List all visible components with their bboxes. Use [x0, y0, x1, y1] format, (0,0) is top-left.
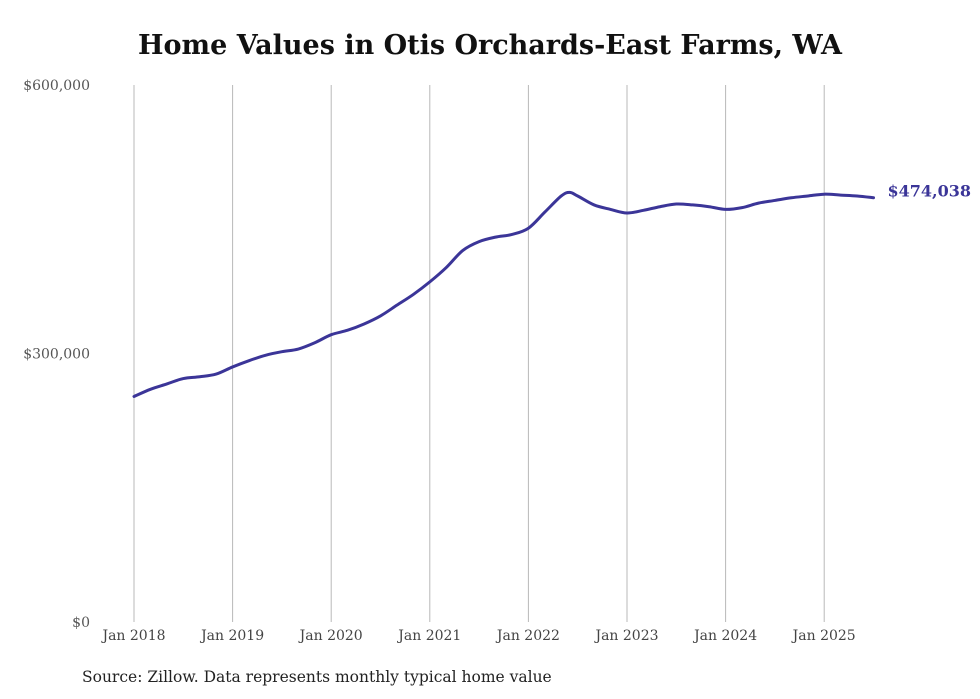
y-axis-ticks: $0 $300,000 $600,000	[23, 78, 90, 631]
x-tick-label: Jan 2021	[396, 628, 461, 644]
source-note: Source: Zillow. Data represents monthly …	[82, 668, 552, 686]
x-axis-ticks: Jan 2018 Jan 2019 Jan 2020 Jan 2021 Jan 2022…	[100, 628, 855, 644]
series-layer	[132, 190, 875, 398]
x-tick-label: Jan 2020	[298, 628, 363, 644]
x-tick-label: Jan 2018	[100, 628, 165, 644]
y-tick-label: $300,000	[23, 347, 90, 363]
x-tick-label: Jan 2019	[199, 628, 264, 644]
chart-title: Home Values in Otis Orchards-East Farms,…	[138, 30, 842, 61]
x-tick-label: Jan 2025	[791, 628, 856, 644]
x-tick-label: Jan 2023	[593, 628, 658, 644]
y-tick-label: $0	[72, 615, 90, 631]
x-tick-label: Jan 2024	[692, 628, 757, 644]
y-tick-label: $600,000	[23, 78, 90, 94]
x-tick-label: Jan 2022	[495, 628, 560, 644]
label-layer: $474,038	[888, 182, 972, 201]
gridlines	[133, 85, 825, 622]
end-value-label: $474,038	[888, 182, 972, 201]
series-line	[132, 190, 875, 398]
